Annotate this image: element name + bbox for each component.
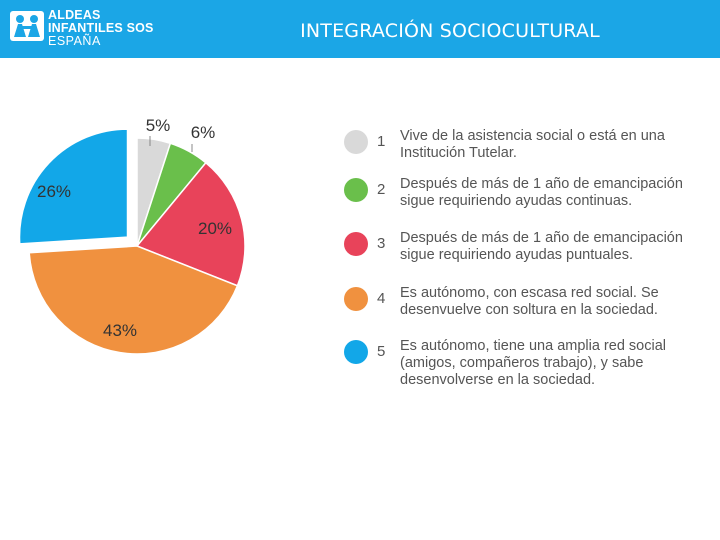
logo: ALDEAS INFANTILES SOS ESPAÑA bbox=[10, 9, 155, 51]
legend-text-2: Después de más de 1 año de emancipación … bbox=[400, 176, 683, 209]
pie-value-labels: 5% 6% 20% 43% 26% bbox=[37, 116, 232, 340]
children-logo-icon bbox=[10, 11, 44, 41]
legend-text-3: Después de más de 1 año de emancipación … bbox=[400, 230, 683, 263]
logo-line-3: ESPAÑA bbox=[48, 34, 101, 48]
pie-chart: 5% 6% 20% 43% 26% bbox=[18, 116, 246, 355]
pie-slice-4 bbox=[28, 245, 239, 355]
pie-slices bbox=[18, 128, 246, 355]
logo-line-1: ALDEAS bbox=[48, 8, 101, 22]
logo-text: ALDEAS INFANTILES SOS ESPAÑA bbox=[48, 9, 154, 48]
logo-line-2: INFANTILES SOS bbox=[48, 21, 154, 35]
pie-label-leaders bbox=[149, 136, 193, 152]
header-bar: ALDEAS INFANTILES SOS ESPAÑA INTEGRACIÓN… bbox=[0, 0, 720, 58]
legend-swatch-5 bbox=[344, 340, 368, 364]
pie-label-2: 6% bbox=[191, 123, 216, 142]
legend-text-1: Vive de la asistencia social o está en u… bbox=[400, 128, 665, 161]
legend-swatch-1 bbox=[344, 130, 368, 154]
legend-swatch-3 bbox=[344, 232, 368, 256]
legend-swatch-2 bbox=[344, 178, 368, 202]
legend-text-5: Es autónomo, tiene una amplia red social… bbox=[400, 338, 666, 388]
legend-number-5: 5 bbox=[377, 343, 386, 360]
legend-number-1: 1 bbox=[377, 133, 386, 150]
pie-slice-5 bbox=[18, 128, 129, 245]
pie-slice-3 bbox=[135, 161, 246, 287]
legend-swatch-4 bbox=[344, 287, 368, 311]
legend-number-4: 4 bbox=[377, 290, 386, 307]
legend-number-2: 2 bbox=[377, 181, 386, 198]
pie-label-4: 43% bbox=[103, 321, 137, 340]
legend-number-3: 3 bbox=[377, 235, 386, 252]
pie-label-1: 5% bbox=[146, 116, 171, 135]
pie-label-3: 20% bbox=[198, 219, 232, 238]
legend-text-4: Es autónomo, con escasa red social. Se d… bbox=[400, 285, 659, 318]
pie-label-5: 26% bbox=[37, 182, 71, 201]
page-title: INTEGRACIÓN SOCIOCULTURAL bbox=[300, 20, 600, 42]
